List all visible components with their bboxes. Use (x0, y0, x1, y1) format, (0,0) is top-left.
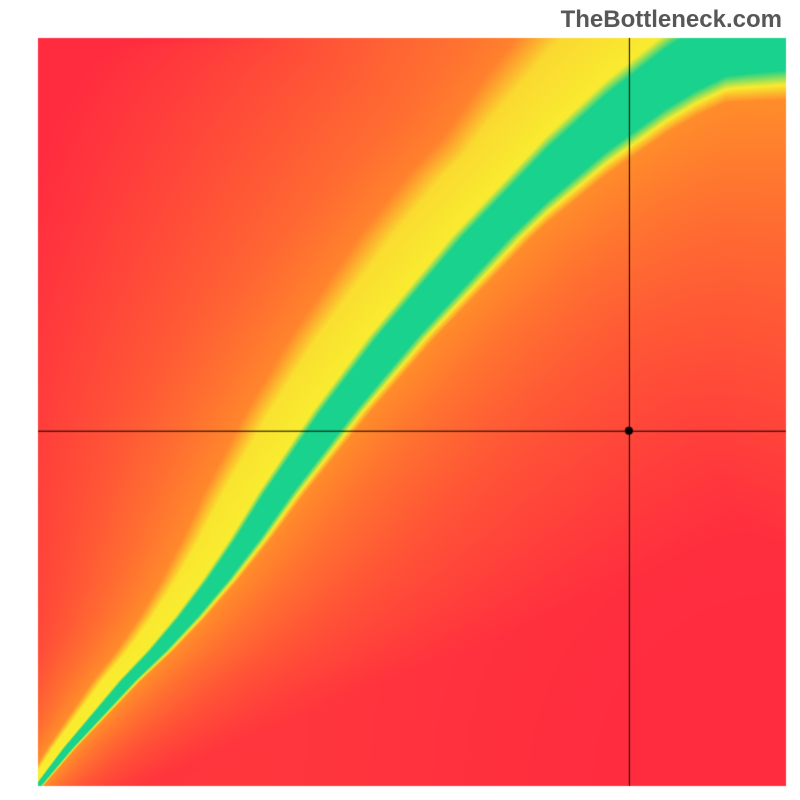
chart-container: TheBottleneck.com (0, 0, 800, 800)
watermark-text: TheBottleneck.com (561, 6, 782, 34)
heatmap-canvas (0, 0, 800, 800)
